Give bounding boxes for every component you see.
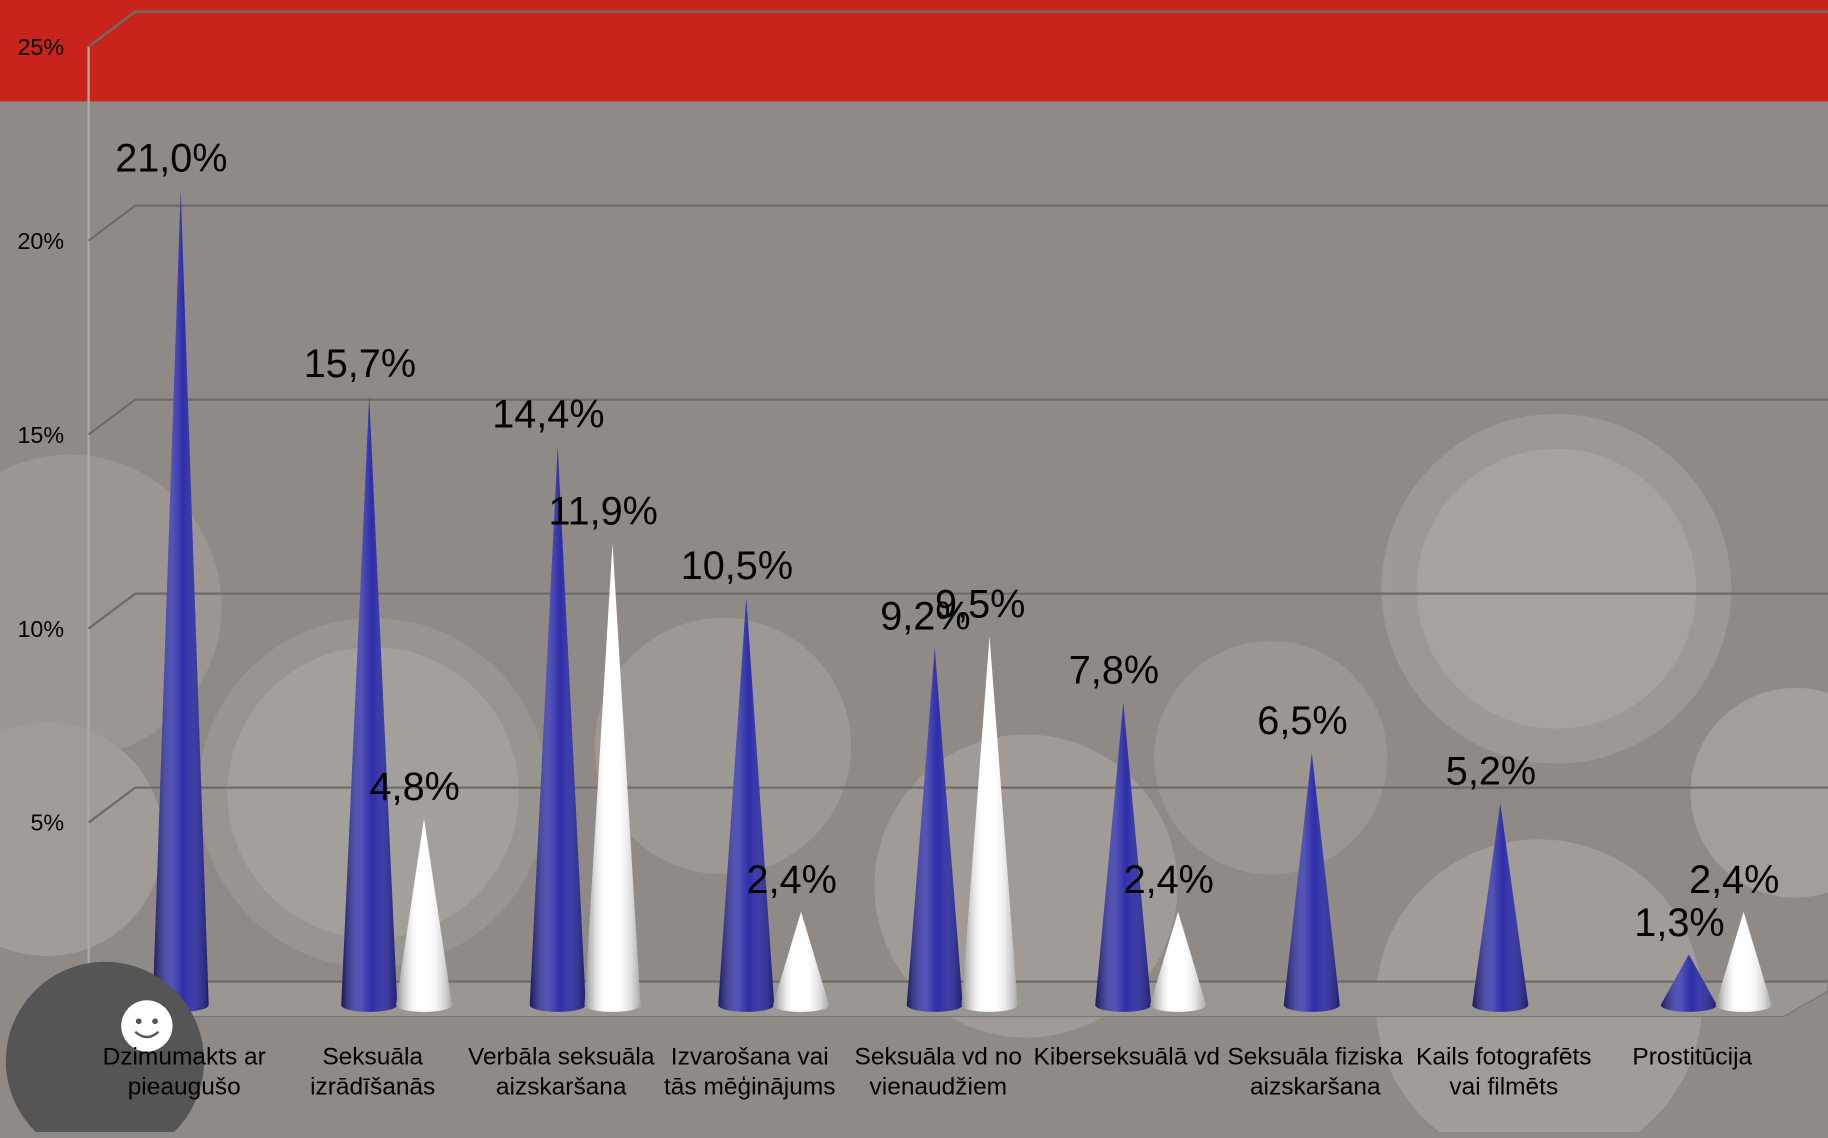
data-label: 4,8% (370, 765, 460, 809)
grid-line (87, 592, 1828, 630)
cone-shading (341, 395, 398, 1012)
data-label: 14,4% (492, 393, 604, 437)
cone-shading (906, 647, 963, 1012)
cone-shading (1660, 954, 1717, 1012)
cone-shading (773, 911, 830, 1012)
cone-shading (529, 446, 586, 1012)
cone-shading (1095, 702, 1152, 1012)
data-label: 11,9% (548, 490, 657, 534)
y-tick-label: 20% (17, 228, 64, 254)
x-tick-label: Prostitūcija (1632, 1043, 1753, 1071)
data-label: 6,5% (1257, 699, 1347, 743)
logo (5, 961, 204, 1138)
x-tick-label: Izvarošana vai tās mēģinājums (664, 1043, 836, 1101)
grid-line (87, 398, 1828, 436)
data-label: 15,7% (304, 342, 416, 386)
x-tick-label: Verbāla seksuāla aizskaršana (467, 1043, 655, 1101)
cone-shading (1472, 803, 1529, 1012)
data-label: 9,2% (880, 594, 970, 638)
data-label: 7,8% (1069, 649, 1159, 693)
x-tick-label: Kails fotografēts vai filmēts (1415, 1043, 1592, 1101)
data-label: 21,0% (115, 137, 227, 181)
data-label: 2,4% (747, 858, 837, 902)
cone-shading (1715, 911, 1772, 1012)
x-tick-label: Seksuāla fiziska aizskaršana (1227, 1043, 1404, 1101)
top-band (0, 0, 1828, 102)
cone-shading (961, 636, 1018, 1012)
cone-shading (1150, 911, 1207, 1012)
x-tick-label: Kiberseksuālā vd (1033, 1043, 1220, 1071)
data-label: 2,4% (1689, 858, 1779, 902)
data-label: 5,2% (1446, 750, 1536, 794)
y-tick-label: 15% (17, 422, 64, 448)
grid-line (87, 10, 1828, 48)
y-tick-label: 25% (17, 34, 64, 60)
grid-line (87, 786, 1828, 824)
y-tick-label: 10% (17, 616, 64, 642)
cone-shading (152, 190, 209, 1012)
data-label: 1,3% (1634, 901, 1724, 945)
y-tick-label: 5% (30, 810, 64, 836)
x-tick-label: Dzimumakts ar pieaugušo (102, 1043, 266, 1101)
cone-shading (396, 818, 452, 1012)
cone-shading (584, 543, 641, 1012)
x-tick-label: Seksuāla izrādīšanās (310, 1043, 436, 1101)
x-tick-label: Seksuāla vd no vienaudžiem (854, 1043, 1022, 1101)
data-label: 10,5% (681, 544, 793, 588)
cone-shading (1283, 752, 1340, 1012)
cone-shading (718, 597, 775, 1012)
data-label: 9,5% (935, 583, 1025, 627)
data-label: 2,4% (1124, 858, 1214, 902)
grid-line (87, 204, 1828, 242)
